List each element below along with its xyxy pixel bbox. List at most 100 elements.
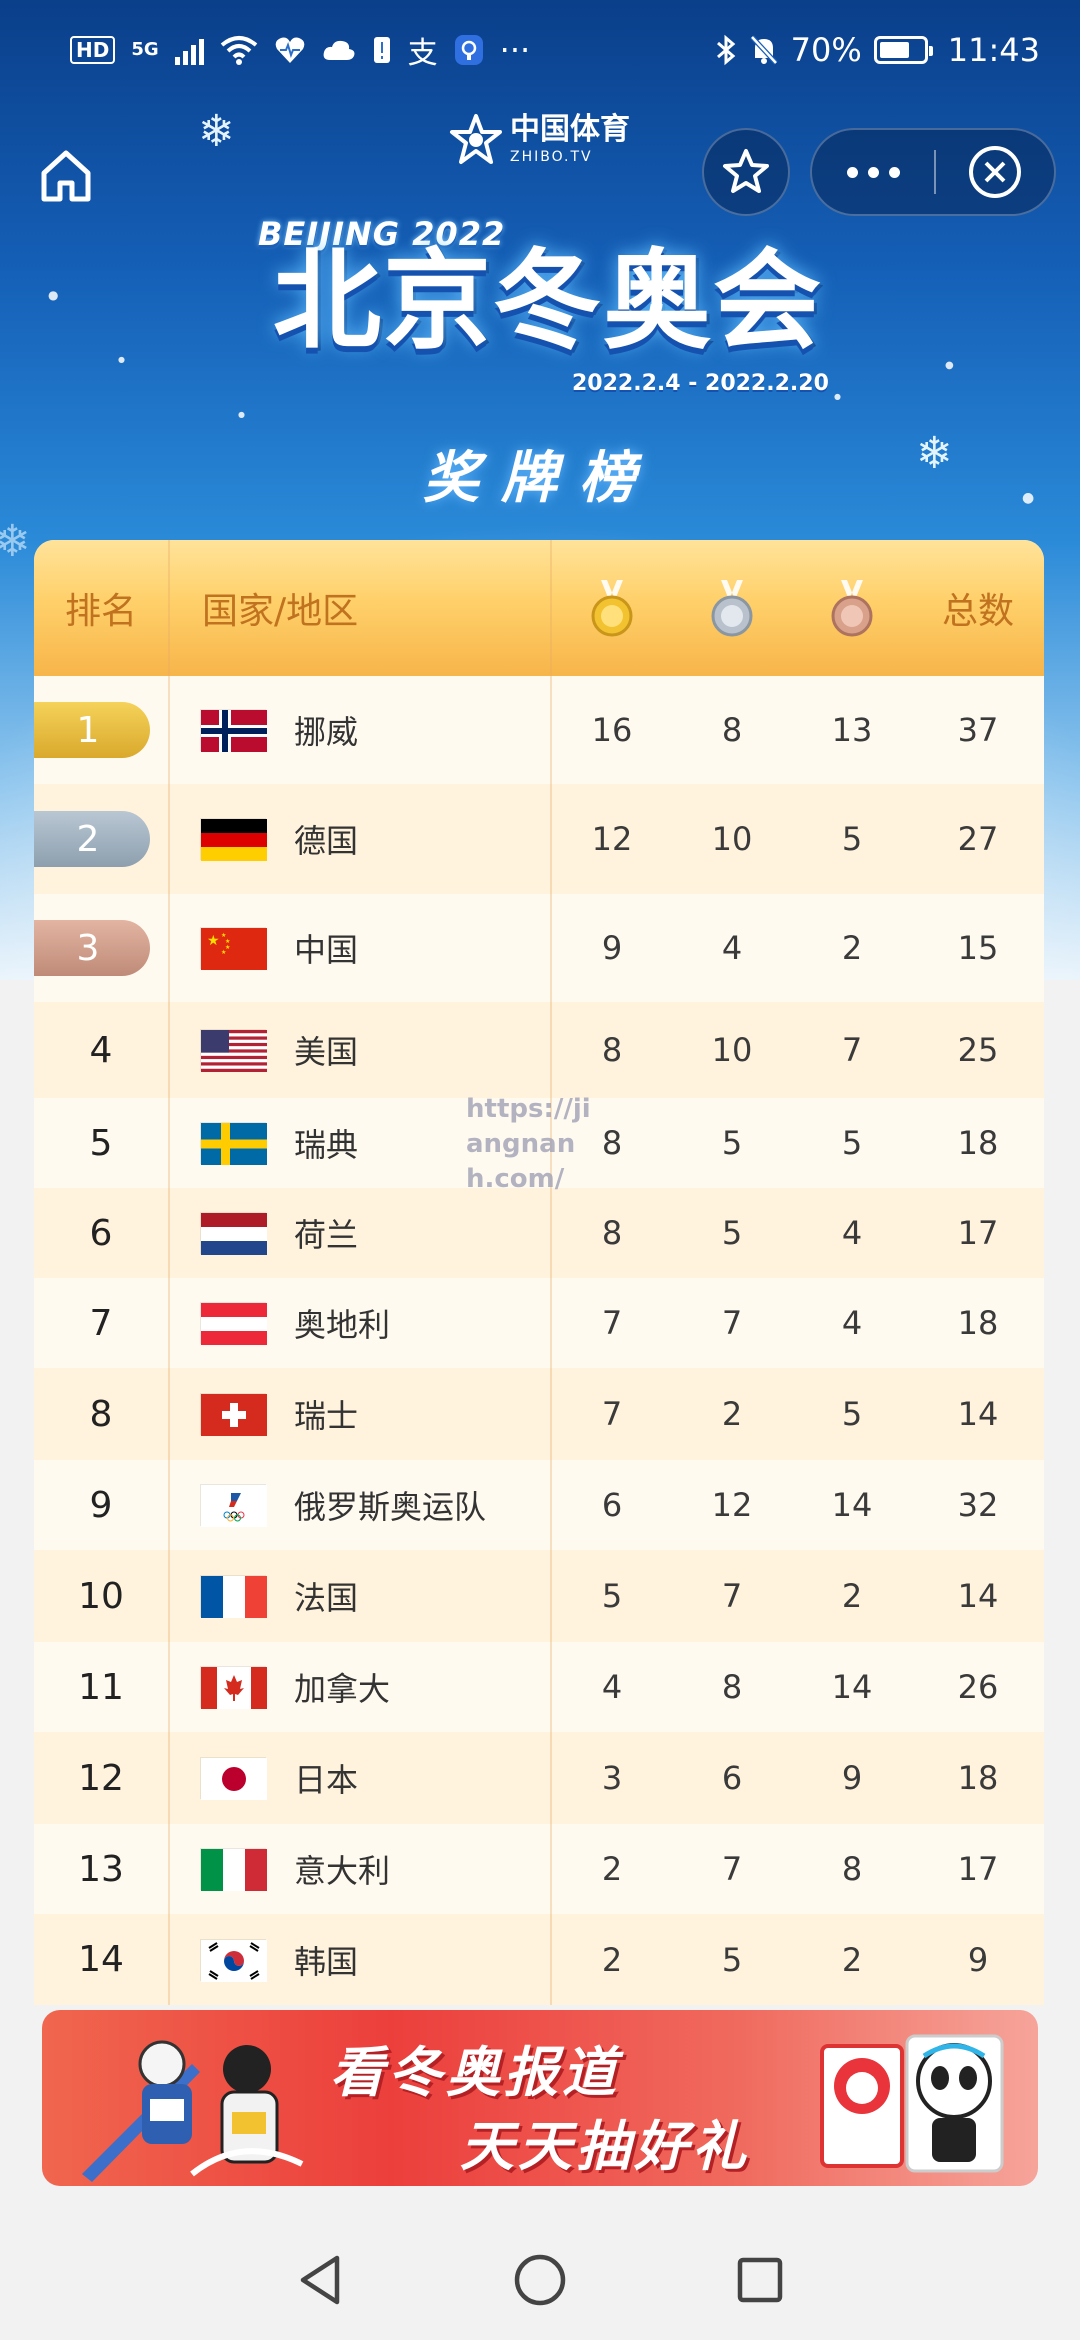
country-name: 中国 [294,931,359,969]
country-name: 瑞典 [294,1126,359,1164]
total-count: 14 [957,1577,999,1615]
total-count: 18 [957,1759,999,1797]
canada-flag-icon [200,1666,267,1709]
country-name: 意大利 [294,1852,391,1890]
more-button[interactable] [812,130,934,214]
recents-button[interactable] [730,2250,790,2310]
close-button[interactable] [936,130,1054,214]
silver-count: 5 [721,1214,743,1252]
rank-number: 7 [89,1302,113,1344]
flag-cell [34,1550,294,1642]
sparkle-icon: ● [760,300,767,309]
gold-count: 12 [591,820,633,858]
sparkle-icon: ● [945,360,954,371]
gold-count: 3 [601,1759,623,1797]
table-row[interactable]: 5 瑞典 8 5 5 18 [34,1098,1044,1188]
flag-cell [34,1278,294,1368]
country-name: 加拿大 [294,1670,391,1708]
hd-badge: HD [70,36,116,64]
table-row[interactable]: 12 日本 3 6 9 18 [34,1732,1044,1824]
bronze-count: 4 [841,1304,863,1342]
header-country: 国家/地区 [202,591,359,632]
header-silver [672,540,792,676]
mascot-illustration-icon [820,2034,1004,2173]
svg-text:★: ★ [225,944,230,951]
germany-flag-icon [200,818,267,861]
back-button[interactable] [290,2250,350,2310]
rank-number: 10 [78,1575,124,1617]
brand-name: 中国体育 [510,112,630,147]
home-button[interactable] [36,145,96,205]
table-row[interactable]: 10 法国 5 7 2 14 [34,1550,1044,1642]
svg-text:★: ★ [221,949,226,956]
bluetooth-icon [716,34,735,66]
silver-count: 2 [721,1395,743,1433]
bronze-count: 2 [841,929,863,967]
country-name: 奥地利 [294,1306,391,1344]
favorite-button[interactable] [702,128,790,216]
rank-number: 8 [89,1393,113,1435]
rank-number: 12 [78,1757,124,1799]
more-dot [867,166,879,178]
clock: 11:43 [947,31,1040,69]
column-divider [550,540,552,2005]
country-name: 日本 [294,1761,359,1799]
wifi-icon [220,36,257,65]
home-icon [41,150,91,202]
country-name: 德国 [294,822,359,860]
bronze-medal-icon [831,580,873,637]
table-row[interactable]: 4 美国 8 10 7 25 [34,1002,1044,1098]
table-row[interactable]: 13 意大利 2 7 8 17 [34,1824,1044,1914]
table-row[interactable]: 8 瑞士 7 2 5 14 [34,1368,1044,1460]
table-row[interactable]: 1 挪威 16 8 13 37 [34,676,1044,784]
bronze-count: 5 [841,1124,863,1162]
event-dates: 2022.2.4 - 2022.2.20 [572,371,829,396]
silver-count: 10 [711,1031,753,1069]
bronze-count: 4 [841,1214,863,1252]
gold-count: 5 [601,1577,623,1615]
table-row[interactable]: 9 俄罗斯奥运队 6 12 14 32 [34,1460,1044,1550]
roc-flag-icon [200,1484,267,1527]
skier-illustration-icon [82,2040,304,2182]
austria-flag-icon [200,1302,267,1345]
total-count: 17 [957,1214,999,1252]
sparkle-icon: ● [118,355,125,364]
table-row[interactable]: 14 韩国 2 5 2 9 [34,1914,1044,2005]
rank-badge: 1 [34,702,150,758]
silver-count: 6 [721,1759,743,1797]
home-system-button[interactable] [510,2250,570,2310]
close-icon [969,146,1021,198]
more-dot [846,166,858,178]
silver-count: 5 [721,1124,743,1162]
table-row[interactable]: 11 加拿大 4 8 14 26 [34,1642,1044,1732]
banner-headline: 看冬奥报道 [330,2041,620,2104]
norway-flag-icon [200,709,267,752]
medal-table-title: 奖牌榜 [423,446,657,511]
sweden-flag-icon [200,1122,267,1165]
bronze-count: 2 [841,1577,863,1615]
flag-cell [34,1824,294,1914]
usa-flag-icon [200,1029,267,1072]
table-header: 排名 国家/地区 总数 [34,540,1044,676]
table-row[interactable]: 2 德国 12 10 5 27 [34,784,1044,894]
total-count: 15 [957,929,999,967]
table-row[interactable]: 7 奥地利 7 7 4 18 [34,1278,1044,1368]
header-bronze [792,540,912,676]
bronze-count: 5 [841,820,863,858]
table-row[interactable]: 6 荷兰 8 5 4 17 [34,1188,1044,1278]
bronze-count: 7 [841,1031,863,1069]
silver-count: 7 [721,1850,743,1888]
country-name: 法国 [294,1579,359,1617]
gold-count: 16 [591,711,633,749]
gold-count: 2 [601,1850,623,1888]
rank-number: 11 [78,1666,124,1708]
table-row[interactable]: 3 ★ ★ ★ ★ ★ 中国 9 4 2 15 [34,894,1044,1002]
flag-cell [34,1460,294,1550]
promo-banner[interactable]: 看冬奥报道 天天抽好礼 [42,2010,1038,2186]
silver-count: 8 [721,711,743,749]
home-circle-icon [514,2254,566,2306]
bronze-count: 2 [841,1940,863,1979]
sparkle-icon: ● [48,288,59,302]
sparkle-icon: ● [1022,490,1035,506]
rank-badge: 2 [34,811,150,867]
